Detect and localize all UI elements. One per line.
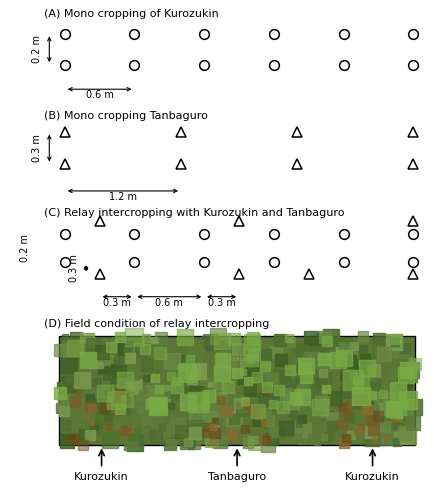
Text: (C) Relay intercropping with Kurozukin and Tanbaguro: (C) Relay intercropping with Kurozukin a… [43, 208, 343, 218]
Text: (B) Mono cropping Tanbaguro: (B) Mono cropping Tanbaguro [43, 112, 207, 122]
Text: Kurozukin: Kurozukin [345, 472, 399, 482]
Text: 0.2 m: 0.2 m [20, 234, 30, 262]
Bar [59, 336, 414, 446]
Text: 1.2 m: 1.2 m [108, 192, 137, 202]
Text: 0.3 m: 0.3 m [103, 298, 131, 308]
Text: Kurozukin: Kurozukin [74, 472, 128, 482]
Text: (D) Field condition of relay intercropping: (D) Field condition of relay intercroppi… [43, 319, 268, 329]
Text: 0.3 m: 0.3 m [207, 298, 235, 308]
Text: 0.3 m: 0.3 m [69, 254, 79, 282]
Text: 0.3 m: 0.3 m [32, 134, 42, 162]
Text: Tanbaguro: Tanbaguro [207, 472, 266, 482]
Text: 0.6 m: 0.6 m [85, 90, 113, 101]
Text: (A) Mono cropping of Kurozukin: (A) Mono cropping of Kurozukin [43, 10, 218, 20]
Text: 0.6 m: 0.6 m [155, 298, 183, 308]
Text: 0.2 m: 0.2 m [32, 36, 42, 64]
